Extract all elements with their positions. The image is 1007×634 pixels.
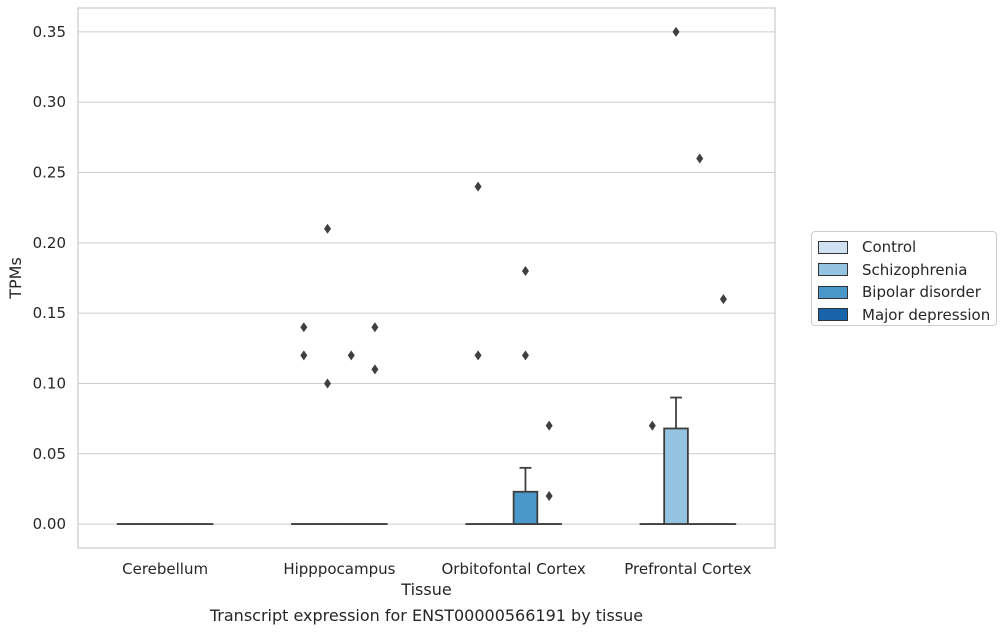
outlier-point xyxy=(347,350,355,361)
y-axis-label: TPMs xyxy=(6,257,25,300)
legend-item-bipolar-disorder: Bipolar disorder xyxy=(818,281,990,304)
outlier-point xyxy=(521,350,529,361)
legend-label: Schizophrenia xyxy=(862,260,968,279)
outlier-point xyxy=(672,26,680,37)
outlier-point xyxy=(521,265,529,276)
x-tick-label: Orbitofontal Cortex xyxy=(442,560,586,578)
plot-area xyxy=(77,7,776,549)
legend-swatch xyxy=(818,240,848,254)
y-tick-label: 0.05 xyxy=(33,445,66,463)
legend-item-control: Control xyxy=(818,236,990,259)
y-tick-label: 0.35 xyxy=(33,23,66,41)
x-axis-label: Tissue xyxy=(400,580,451,599)
outlier-point xyxy=(719,294,727,305)
box xyxy=(512,490,539,525)
outlier-point xyxy=(371,322,379,333)
y-tick-label: 0.25 xyxy=(33,164,66,182)
y-tick-label: 0.30 xyxy=(33,93,66,111)
outlier-point xyxy=(648,420,656,431)
y-tick-label: 0.20 xyxy=(33,234,66,252)
legend-swatch xyxy=(818,263,848,277)
outlier-point xyxy=(324,378,332,389)
outlier-point xyxy=(474,350,482,361)
legend-item-schizophrenia: Schizophrenia xyxy=(818,259,990,282)
legend: Control Schizophrenia Bipolar disorder M… xyxy=(811,231,997,326)
legend-label: Control xyxy=(862,238,917,257)
legend-swatch xyxy=(818,308,848,322)
x-tick-label: Hipppocampus xyxy=(283,560,395,578)
legend-label: Major depression xyxy=(862,305,991,324)
outlier-point xyxy=(300,350,308,361)
y-tick-label: 0.15 xyxy=(33,304,66,322)
legend-item-major-depression: Major depression xyxy=(818,304,990,327)
chart-caption: Transcript expression for ENST0000056619… xyxy=(209,606,644,625)
y-tick-label: 0.00 xyxy=(33,515,66,533)
x-tick-label: Cerebellum xyxy=(122,560,208,578)
outlier-point xyxy=(371,364,379,375)
outlier-point xyxy=(300,322,308,333)
outlier-point xyxy=(696,153,704,164)
outlier-point xyxy=(545,490,553,501)
legend-swatch xyxy=(818,285,848,299)
box xyxy=(663,427,689,525)
outlier-point xyxy=(324,223,332,234)
outlier-point xyxy=(545,420,553,431)
y-tick-label: 0.10 xyxy=(33,374,66,392)
legend-label: Bipolar disorder xyxy=(862,283,981,302)
x-tick-label: Prefrontal Cortex xyxy=(624,560,751,578)
outlier-point xyxy=(474,181,482,192)
